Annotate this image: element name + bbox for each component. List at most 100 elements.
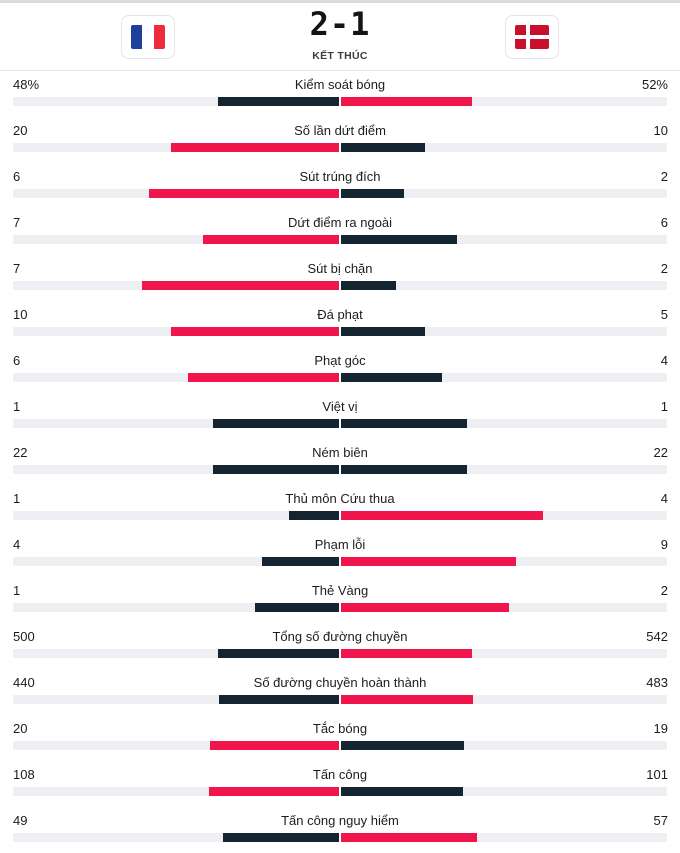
home-stat-bar	[255, 603, 340, 612]
stat-home-value: 4	[13, 537, 21, 552]
stat-bar-center-divider	[339, 96, 341, 107]
home-stat-bar	[171, 143, 340, 152]
stat-bar-track	[13, 648, 667, 659]
stat-row: 108 Tấn công 101	[0, 761, 680, 807]
home-stat-bar	[188, 373, 340, 382]
stat-home-value: 20	[13, 721, 28, 736]
flag-cross-horizontal	[515, 35, 549, 39]
stat-bar-center-divider	[339, 372, 341, 383]
stat-row: 7 Sút bị chặn 2	[0, 255, 680, 301]
stat-row: 20 Tắc bóng 19	[0, 715, 680, 761]
stat-away-value: 19	[653, 721, 668, 736]
stat-bar-track	[13, 556, 667, 567]
stat-bar-track	[13, 694, 667, 705]
home-stat-bar	[219, 695, 340, 704]
stat-bar-center-divider	[339, 464, 341, 475]
stat-label: Tấn công nguy hiểm	[281, 813, 399, 828]
stat-home-value: 7	[13, 215, 21, 230]
stat-away-value: 2	[660, 169, 668, 184]
away-stat-bar	[340, 511, 543, 520]
home-stat-bar	[223, 833, 340, 842]
stat-home-value: 6	[13, 169, 21, 184]
stat-bar-track	[13, 602, 667, 613]
flag-stripe-blue	[131, 25, 143, 49]
flag-cross-vertical	[526, 25, 530, 49]
stat-bar-track	[13, 740, 667, 751]
stat-bar-center-divider	[339, 786, 341, 797]
home-team-flag[interactable]	[121, 15, 175, 59]
stat-bar-track	[13, 786, 667, 797]
stat-bar-track	[13, 280, 667, 291]
stat-row: 1 Việt vị 1	[0, 393, 680, 439]
away-stat-bar	[340, 741, 464, 750]
stat-bar-center-divider	[339, 740, 341, 751]
stat-row: 20 Số lần dứt điểm 10	[0, 117, 680, 163]
stat-away-value: 2	[660, 261, 668, 276]
match-score: 2-1	[309, 5, 371, 43]
away-stat-bar	[340, 465, 467, 474]
stat-home-value: 7	[13, 261, 21, 276]
stat-bar-center-divider	[339, 188, 341, 199]
stat-bar-track	[13, 832, 667, 843]
away-team-flag[interactable]	[505, 15, 559, 59]
stat-row: 49 Tấn công nguy hiểm 57	[0, 807, 680, 853]
stat-bar-center-divider	[339, 694, 341, 705]
away-stat-bar	[340, 833, 477, 842]
stat-bar-center-divider	[339, 142, 341, 153]
stat-label: Thủ môn Cứu thua	[285, 491, 395, 506]
stat-bar-track	[13, 142, 667, 153]
home-stat-bar	[213, 419, 340, 428]
stat-row: 440 Số đường chuyền hoàn thành 483	[0, 669, 680, 715]
stat-bar-track	[13, 326, 667, 337]
away-stat-bar	[340, 603, 509, 612]
stat-home-value: 49	[13, 813, 28, 828]
stat-away-value: 1	[660, 399, 668, 414]
stat-bar-track	[13, 234, 667, 245]
stat-away-value: 542	[646, 629, 668, 644]
stat-label: Tấn công	[312, 767, 368, 782]
stat-label: Phạt góc	[314, 353, 366, 368]
stat-label: Tổng số đường chuyền	[272, 629, 408, 644]
stat-label: Số đường chuyền hoàn thành	[253, 675, 427, 690]
away-stat-bar	[340, 557, 516, 566]
stat-row: 10 Đá phạt 5	[0, 301, 680, 347]
stat-bar-track	[13, 510, 667, 521]
denmark-flag-icon	[515, 25, 549, 49]
away-stat-bar	[340, 787, 463, 796]
away-stat-bar	[340, 235, 457, 244]
home-stat-bar	[209, 787, 340, 796]
stat-label: Ném biên	[312, 445, 368, 460]
stat-home-value: 1	[13, 399, 21, 414]
stat-label: Tắc bóng	[312, 721, 368, 736]
home-stat-bar	[218, 649, 340, 658]
stat-home-value: 22	[13, 445, 28, 460]
stat-bar-track	[13, 372, 667, 383]
stat-home-value: 1	[13, 583, 21, 598]
match-header: 2-1 KẾT THÚC	[0, 3, 680, 71]
stat-label: Phạm lỗi	[314, 537, 366, 552]
stat-label: Dứt điểm ra ngoài	[287, 215, 393, 230]
stats-list: 48% Kiểm soát bóng 52% 20 Số lần dứt điểm 10 6…	[0, 71, 680, 853]
home-stat-bar	[213, 465, 340, 474]
away-stat-bar	[340, 327, 425, 336]
home-stat-bar	[171, 327, 340, 336]
away-stat-bar	[340, 695, 473, 704]
stat-home-value: 500	[13, 629, 35, 644]
stat-row: 500 Tổng số đường chuyền 542	[0, 623, 680, 669]
away-stat-bar	[340, 649, 472, 658]
stat-row: 4 Phạm lỗi 9	[0, 531, 680, 577]
stat-bar-track	[13, 96, 667, 107]
stat-label: Sút bị chặn	[307, 261, 373, 276]
stat-bar-center-divider	[339, 234, 341, 245]
home-stat-bar	[149, 189, 340, 198]
stat-row: 6 Sút trúng đích 2	[0, 163, 680, 209]
stat-home-value: 48%	[13, 77, 40, 92]
stat-away-value: 4	[660, 491, 668, 506]
stat-row: 22 Ném biên 22	[0, 439, 680, 485]
stat-bar-center-divider	[339, 648, 341, 659]
stat-label: Kiểm soát bóng	[294, 77, 386, 92]
stat-row: 1 Thẻ Vàng 2	[0, 577, 680, 623]
stat-row: 1 Thủ môn Cứu thua 4	[0, 485, 680, 531]
away-stat-bar	[340, 281, 396, 290]
stat-away-value: 483	[646, 675, 668, 690]
